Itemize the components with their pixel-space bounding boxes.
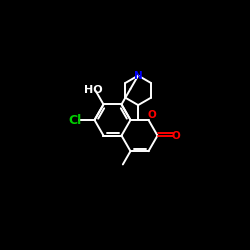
Text: O: O	[171, 130, 180, 140]
Text: Cl: Cl	[68, 114, 82, 126]
Text: O: O	[147, 110, 156, 120]
Text: HO: HO	[84, 85, 103, 95]
Text: N: N	[134, 70, 142, 81]
